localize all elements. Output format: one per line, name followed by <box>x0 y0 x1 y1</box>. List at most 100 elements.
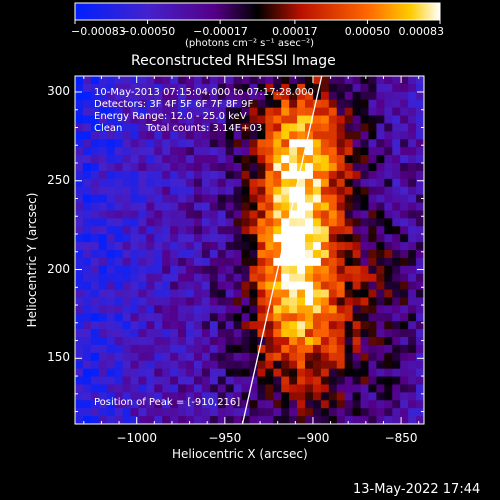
heatmap-cell <box>408 178 417 188</box>
heatmap-cell <box>75 226 84 235</box>
heatmap-cell <box>416 360 424 370</box>
heatmap-cell <box>217 265 227 275</box>
heatmap-cell <box>360 178 370 188</box>
heatmap-cell <box>416 384 424 393</box>
heatmap-cell <box>98 163 108 172</box>
heatmap-cell <box>416 194 424 204</box>
heatmap-cell <box>408 344 417 354</box>
heatmap-cell <box>336 265 346 275</box>
heatmap-cell <box>130 76 140 85</box>
heatmap-cell <box>400 360 409 370</box>
heatmap-cell <box>344 352 354 362</box>
heatmap-cell <box>106 344 116 354</box>
heatmap-cell <box>408 115 417 125</box>
heatmap-cell <box>408 123 417 132</box>
heatmap-cell <box>265 273 274 283</box>
heatmap-cell <box>408 76 417 85</box>
heatmap-cell <box>320 416 330 424</box>
heatmap-cell <box>305 321 314 330</box>
heatmap-cell <box>376 273 385 283</box>
heatmap-cell <box>162 321 171 330</box>
heatmap-cell <box>162 218 171 227</box>
heatmap-cell <box>297 91 306 101</box>
heatmap-cell <box>170 250 179 259</box>
heatmap-cell <box>352 226 362 235</box>
heatmap-cell <box>257 297 266 306</box>
heatmap-cell <box>392 170 401 180</box>
heatmap-cell <box>336 123 346 132</box>
heatmap-cell <box>257 400 266 409</box>
heatmap-cell <box>368 289 378 299</box>
heatmap-cell <box>241 115 251 125</box>
heatmap-cell <box>368 76 378 85</box>
heatmap-cell <box>352 400 362 409</box>
heatmap-cell <box>138 416 147 424</box>
heatmap-cell <box>114 392 124 401</box>
heatmap-cell <box>75 368 84 378</box>
heatmap-cell <box>249 210 259 219</box>
heatmap-cell <box>82 368 92 378</box>
heatmap-cell <box>376 360 385 370</box>
heatmap-cell <box>312 257 322 267</box>
heatmap-cell <box>106 139 116 148</box>
heatmap-cell <box>249 147 259 156</box>
heatmap-cell <box>384 155 393 164</box>
heatmap-cell <box>193 352 203 362</box>
heatmap-cell <box>98 218 108 227</box>
heatmap-cell <box>241 107 251 117</box>
heatmap-cell <box>273 360 282 370</box>
heatmap-cell <box>344 273 354 283</box>
heatmap-cell <box>193 384 203 393</box>
heatmap-cell <box>186 321 195 330</box>
heatmap-cell <box>209 416 219 424</box>
heatmap-cell <box>400 305 409 314</box>
heatmap-cell <box>130 352 140 362</box>
heatmap-cell <box>138 178 147 188</box>
heatmap-cell <box>257 186 266 196</box>
heatmap-cell <box>376 76 385 85</box>
heatmap-cell <box>154 163 163 172</box>
heatmap-cell <box>416 170 424 180</box>
heatmap-cell <box>320 107 330 117</box>
heatmap-cell <box>122 265 132 275</box>
heatmap-cell <box>233 352 243 362</box>
heatmap-cell <box>328 131 338 140</box>
heatmap-cell <box>416 250 424 259</box>
heatmap-cell <box>281 392 290 401</box>
heatmap-cell <box>114 226 124 235</box>
heatmap-cell <box>289 265 298 275</box>
heatmap-cell <box>162 107 171 117</box>
heatmap-cell <box>114 131 124 140</box>
heatmap-cell <box>368 392 378 401</box>
heatmap-cell <box>320 155 330 164</box>
heatmap-cell <box>162 163 171 172</box>
heatmap-cell <box>328 194 338 204</box>
heatmap-cell <box>193 186 203 196</box>
heatmap-cell <box>106 76 116 85</box>
colorbar-tick-label: 0.00017 <box>272 25 318 38</box>
heatmap-cell <box>162 91 171 101</box>
heatmap-cell <box>75 218 84 227</box>
heatmap-cell <box>90 210 100 219</box>
heatmap-cell <box>154 123 163 132</box>
heatmap-cell <box>193 123 203 132</box>
heatmap-cell <box>249 178 259 188</box>
heatmap-cell <box>75 242 84 251</box>
heatmap-cell <box>416 91 424 101</box>
heatmap-cell <box>249 297 259 306</box>
x-tick-label: −850 <box>384 431 418 445</box>
heatmap-cell <box>265 194 274 204</box>
heatmap-cell <box>90 408 100 417</box>
heatmap-cell <box>138 321 147 330</box>
heatmap-cell <box>281 289 290 299</box>
heatmap-cell <box>193 155 203 164</box>
heatmap-cell <box>154 337 163 346</box>
heatmap-cell <box>265 344 274 354</box>
heatmap-cell <box>384 321 393 330</box>
heatmap-cell <box>416 337 424 346</box>
heatmap-cell <box>98 265 108 275</box>
heatmap-cell <box>368 281 378 291</box>
heatmap-cell <box>328 218 338 227</box>
heatmap-cell <box>384 115 393 125</box>
heatmap-cell <box>193 139 203 148</box>
